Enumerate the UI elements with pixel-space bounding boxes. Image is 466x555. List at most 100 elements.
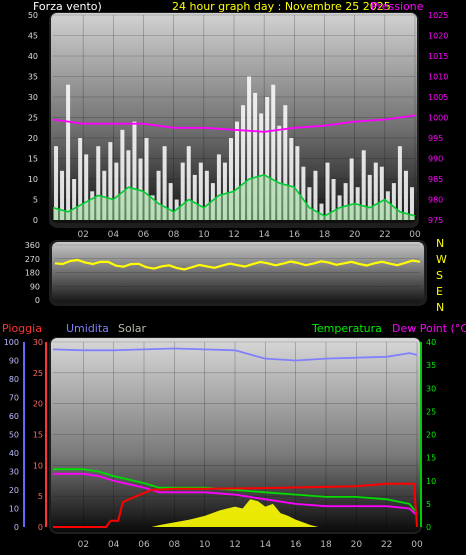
wind-pressure-panel: 0510152025303540455097598098599099510001… <box>28 0 449 240</box>
humidity-tick-label: 30 <box>9 468 19 477</box>
rain-tick-label: 25 <box>33 369 43 378</box>
x-tick-label: 12 <box>229 540 240 550</box>
x-tick-label: 18 <box>319 230 331 240</box>
dewpoint-line <box>53 472 418 517</box>
wind-tick-label: 35 <box>28 73 38 82</box>
gust-bar <box>162 146 167 220</box>
x-tick-label: 14 <box>258 230 270 240</box>
wind-tick-label: 15 <box>28 155 38 164</box>
gust-bar <box>247 76 252 220</box>
humidity-tick-label: 0 <box>14 523 19 532</box>
gust-bar <box>265 97 270 220</box>
x-tick-label: 20 <box>351 540 363 550</box>
humidity-tick-label: 70 <box>9 394 19 403</box>
gust-bar <box>156 170 161 220</box>
humidity-tick-label: 80 <box>9 375 19 384</box>
humidity-tick-label: 40 <box>9 449 19 458</box>
wind-tick-label: 5 <box>33 196 38 205</box>
gust-bar <box>168 183 173 220</box>
x-tick-label: 14 <box>260 540 272 550</box>
wind-tick-label: 20 <box>28 134 38 143</box>
wind-plot-area <box>51 13 417 223</box>
temperature-tick-label: 5 <box>426 500 431 509</box>
pressure-tick-label: 990 <box>428 155 443 164</box>
rain-line <box>53 482 418 528</box>
direction-tick-label: 90 <box>30 282 40 291</box>
gust-bar <box>289 138 294 220</box>
x-tick-label: 20 <box>349 230 361 240</box>
wind-tick-label: 30 <box>28 93 38 102</box>
gust-bar <box>361 150 366 220</box>
gust-bar <box>180 162 185 220</box>
gust-bar <box>78 138 83 220</box>
rain-tick-label: 20 <box>33 400 43 409</box>
gust-bar <box>235 121 240 220</box>
gust-bar <box>54 146 59 220</box>
gust-bar <box>114 162 119 220</box>
gust-bar <box>84 154 89 220</box>
chart-title: 24 hour graph day : Novembre 25 2025 <box>172 0 391 13</box>
solar-area <box>151 499 319 527</box>
humidity-tick-label: 90 <box>9 357 19 366</box>
gust-bar <box>216 154 221 220</box>
rain-tick-label: 30 <box>33 338 43 347</box>
direction-tick-label: 360 <box>25 241 40 250</box>
gust-bar <box>192 174 197 220</box>
x-tick-label: 04 <box>108 230 120 240</box>
temp-humidity-panel: 0102030405060708090100051015202530051015… <box>2 322 466 550</box>
mean-wind-line <box>52 174 416 217</box>
temperature-tick-label: 35 <box>426 361 436 370</box>
gust-bar <box>108 142 113 220</box>
pressure-tick-label: 1025 <box>428 11 448 20</box>
pressure-tick-label: 1020 <box>428 32 448 41</box>
temperature-tick-label: 40 <box>426 338 436 347</box>
humidity-tick-label: 20 <box>9 486 19 495</box>
humidity-tick-label: 100 <box>4 338 19 347</box>
x-tick-label: 10 <box>199 540 211 550</box>
gust-bar <box>271 84 276 220</box>
humidity-line <box>52 347 418 362</box>
wind-left-label: Forza vento) <box>33 0 102 13</box>
mean-wind-area <box>53 174 415 220</box>
compass-label: S <box>436 269 443 282</box>
pressure-tick-label: 980 <box>428 196 443 205</box>
gust-bar <box>126 150 131 220</box>
temp-plot-area <box>51 338 420 532</box>
solar-label: Solar <box>118 322 147 335</box>
x-tick-label: 22 <box>381 540 392 550</box>
humidity-label: Umidita <box>66 322 109 335</box>
humidity-tick-label: 10 <box>9 505 19 514</box>
gust-bar <box>102 170 107 220</box>
x-tick-label: 06 <box>138 230 150 240</box>
temperature-tick-label: 30 <box>426 384 436 393</box>
x-tick-label: 22 <box>379 230 390 240</box>
x-tick-label: 18 <box>320 540 332 550</box>
x-tick-label: 08 <box>169 540 181 550</box>
pressure-tick-label: 985 <box>428 175 443 184</box>
gust-bar <box>204 170 209 220</box>
dewpoint-label: Dew Point (°C) <box>392 322 466 335</box>
gust-bar <box>313 170 318 220</box>
gust-bar <box>307 187 312 220</box>
humidity-tick-label: 60 <box>9 412 19 421</box>
temperature-tick-label: 0 <box>426 523 431 532</box>
temperature-tick-label: 15 <box>426 454 436 463</box>
x-tick-label: 04 <box>108 540 120 550</box>
gust-bar <box>228 138 233 220</box>
pressure-line <box>52 114 416 133</box>
gust-bar <box>409 187 414 220</box>
gust-bar <box>367 174 372 220</box>
direction-tick-label: 0 <box>35 296 40 305</box>
x-tick-label: 00 <box>411 540 423 550</box>
gust-bar <box>144 138 149 220</box>
gust-bar <box>132 121 137 220</box>
gust-bar <box>301 166 306 220</box>
gust-bar <box>319 203 324 220</box>
x-tick-label: 16 <box>290 540 302 550</box>
compass-label: N <box>436 301 444 314</box>
wind-tick-label: 50 <box>28 11 38 20</box>
rain-tick-label: 0 <box>38 523 43 532</box>
compass-label: E <box>436 285 443 298</box>
rain-tick-label: 5 <box>38 492 43 501</box>
gust-bar <box>325 162 330 220</box>
